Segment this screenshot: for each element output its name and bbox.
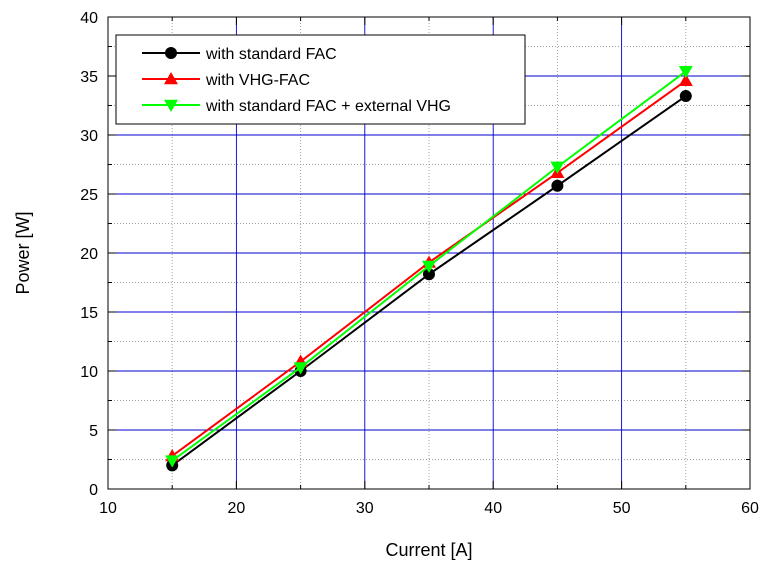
legend-marker (164, 72, 178, 85)
data-point (293, 362, 308, 375)
x-tick-label: 40 (484, 500, 502, 517)
x-tick-label: 20 (228, 500, 246, 517)
data-point (551, 179, 564, 192)
data-point (165, 455, 180, 468)
axis-ticks: 10 20 30 40 50 60 0 5 10 15 20 25 30 35 40 (80, 10, 759, 517)
y-tick-label: 20 (80, 246, 98, 263)
data-point (679, 90, 692, 103)
series-3 (165, 66, 693, 468)
legend-label: with standard FAC + external VHG (205, 98, 451, 115)
series-layer (165, 66, 693, 472)
legend: with standard FAC with VHG-FAC with standa… (115, 34, 526, 125)
y-axis-label: Power [W] (13, 211, 33, 294)
legend-item: with standard FAC + external VHG (142, 98, 451, 115)
x-tick-label: 50 (613, 500, 631, 517)
legend-marker (165, 47, 177, 59)
y-tick-label: 0 (89, 482, 98, 499)
x-axis-label: Current [A] (385, 540, 472, 560)
legend-item: with standard FAC (142, 46, 337, 63)
data-point (422, 260, 436, 273)
legend-item: with VHG-FAC (142, 72, 310, 89)
legend-marker (164, 99, 178, 112)
y-tick-label: 10 (80, 364, 98, 381)
x-tick-label: 60 (741, 500, 759, 517)
y-tick-label: 30 (80, 128, 98, 145)
data-point (550, 161, 565, 174)
y-tick-label: 40 (80, 10, 98, 27)
y-tick-label: 15 (80, 305, 98, 322)
y-tick-label: 25 (80, 187, 98, 204)
legend-label: with VHG-FAC (205, 72, 310, 89)
y-tick-label: 35 (80, 69, 98, 86)
data-point (423, 268, 435, 281)
legend-label: with standard FAC (205, 46, 337, 63)
x-tick-label: 30 (356, 500, 374, 517)
x-tick-label: 10 (99, 500, 117, 517)
data-point (678, 73, 693, 86)
y-tick-label: 5 (89, 423, 98, 440)
data-point (678, 66, 693, 79)
